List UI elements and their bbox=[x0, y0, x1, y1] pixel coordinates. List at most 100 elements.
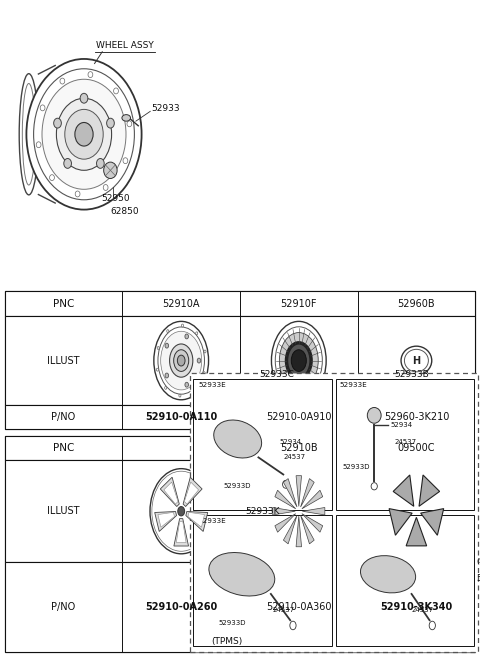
Ellipse shape bbox=[173, 496, 175, 500]
Ellipse shape bbox=[19, 74, 38, 195]
Ellipse shape bbox=[158, 327, 204, 394]
Ellipse shape bbox=[161, 331, 202, 390]
Text: (52933-2F000): (52933-2F000) bbox=[476, 558, 480, 565]
Ellipse shape bbox=[290, 621, 296, 629]
Bar bbox=[336, 379, 474, 510]
Ellipse shape bbox=[42, 79, 126, 189]
Text: 52910B: 52910B bbox=[280, 443, 318, 453]
Polygon shape bbox=[300, 479, 314, 507]
Text: 52910-0A910: 52910-0A910 bbox=[266, 412, 332, 422]
Ellipse shape bbox=[371, 483, 377, 490]
Ellipse shape bbox=[291, 350, 306, 371]
Bar bbox=[193, 379, 332, 510]
Text: 24537: 24537 bbox=[272, 607, 294, 612]
Text: 24537: 24537 bbox=[411, 607, 433, 612]
Ellipse shape bbox=[185, 383, 189, 387]
Polygon shape bbox=[158, 512, 174, 527]
Text: 52933E: 52933E bbox=[198, 519, 226, 525]
Polygon shape bbox=[283, 479, 297, 507]
Text: WHEEL ASSY: WHEEL ASSY bbox=[96, 41, 154, 50]
Polygon shape bbox=[186, 512, 208, 531]
Ellipse shape bbox=[387, 470, 446, 552]
Ellipse shape bbox=[279, 333, 318, 388]
Ellipse shape bbox=[165, 373, 168, 378]
Ellipse shape bbox=[167, 329, 169, 333]
Text: 52933D: 52933D bbox=[342, 464, 370, 470]
Text: 09500C: 09500C bbox=[397, 443, 435, 453]
Ellipse shape bbox=[54, 119, 61, 128]
Ellipse shape bbox=[401, 346, 432, 375]
Text: H: H bbox=[412, 356, 420, 365]
Text: 52910-0A360: 52910-0A360 bbox=[266, 602, 332, 612]
Text: 52934: 52934 bbox=[391, 422, 413, 428]
Ellipse shape bbox=[214, 420, 262, 458]
Polygon shape bbox=[184, 482, 199, 504]
Ellipse shape bbox=[402, 515, 405, 519]
Text: 52933K: 52933K bbox=[476, 574, 480, 583]
Ellipse shape bbox=[192, 515, 193, 517]
Ellipse shape bbox=[187, 496, 189, 500]
Polygon shape bbox=[296, 516, 301, 547]
Ellipse shape bbox=[197, 358, 201, 363]
Bar bbox=[5, 562, 475, 652]
Polygon shape bbox=[275, 514, 296, 533]
Ellipse shape bbox=[428, 515, 431, 519]
Ellipse shape bbox=[64, 159, 72, 168]
Ellipse shape bbox=[209, 553, 275, 596]
Text: 52933: 52933 bbox=[151, 103, 180, 113]
Ellipse shape bbox=[169, 515, 171, 517]
Ellipse shape bbox=[367, 407, 381, 423]
Polygon shape bbox=[300, 515, 314, 544]
Ellipse shape bbox=[415, 528, 418, 532]
Bar bbox=[193, 515, 332, 646]
Polygon shape bbox=[160, 477, 179, 506]
Ellipse shape bbox=[107, 119, 114, 128]
Text: P/NO: P/NO bbox=[51, 412, 76, 422]
Ellipse shape bbox=[34, 69, 134, 200]
Ellipse shape bbox=[150, 468, 212, 554]
Text: 52910A: 52910A bbox=[162, 299, 200, 309]
Ellipse shape bbox=[165, 386, 167, 389]
Ellipse shape bbox=[80, 93, 88, 103]
Bar bbox=[5, 436, 475, 460]
Ellipse shape bbox=[103, 185, 108, 191]
Polygon shape bbox=[176, 521, 186, 542]
Polygon shape bbox=[302, 514, 323, 533]
Bar bbox=[5, 405, 475, 429]
Polygon shape bbox=[393, 475, 414, 506]
Ellipse shape bbox=[407, 495, 410, 498]
Ellipse shape bbox=[196, 332, 198, 335]
Text: 52933C: 52933C bbox=[259, 370, 294, 379]
Ellipse shape bbox=[169, 344, 193, 377]
Bar bbox=[5, 316, 475, 405]
Polygon shape bbox=[420, 509, 444, 535]
Text: 24537: 24537 bbox=[395, 439, 417, 445]
Ellipse shape bbox=[178, 355, 185, 366]
Text: 52910-0A110: 52910-0A110 bbox=[145, 412, 217, 422]
Ellipse shape bbox=[104, 162, 117, 179]
Polygon shape bbox=[275, 490, 296, 509]
Polygon shape bbox=[302, 490, 323, 509]
Ellipse shape bbox=[272, 322, 326, 400]
Ellipse shape bbox=[122, 115, 131, 121]
Ellipse shape bbox=[275, 327, 323, 394]
Bar bbox=[5, 291, 475, 429]
Bar bbox=[336, 515, 474, 646]
Text: 52910-3K340: 52910-3K340 bbox=[380, 602, 453, 612]
Polygon shape bbox=[296, 476, 301, 506]
Polygon shape bbox=[389, 509, 412, 535]
Ellipse shape bbox=[127, 121, 132, 127]
Ellipse shape bbox=[156, 368, 158, 371]
Text: 52934: 52934 bbox=[279, 439, 301, 445]
Text: 52910F: 52910F bbox=[280, 299, 317, 309]
Text: 52933E: 52933E bbox=[339, 382, 367, 388]
Text: 52933D: 52933D bbox=[224, 483, 252, 489]
Text: PNC: PNC bbox=[53, 443, 74, 453]
Polygon shape bbox=[183, 477, 202, 506]
Ellipse shape bbox=[88, 71, 93, 77]
Ellipse shape bbox=[40, 105, 45, 111]
Polygon shape bbox=[174, 519, 189, 546]
Ellipse shape bbox=[75, 122, 93, 146]
Text: 52950: 52950 bbox=[101, 194, 130, 203]
Ellipse shape bbox=[60, 78, 65, 84]
